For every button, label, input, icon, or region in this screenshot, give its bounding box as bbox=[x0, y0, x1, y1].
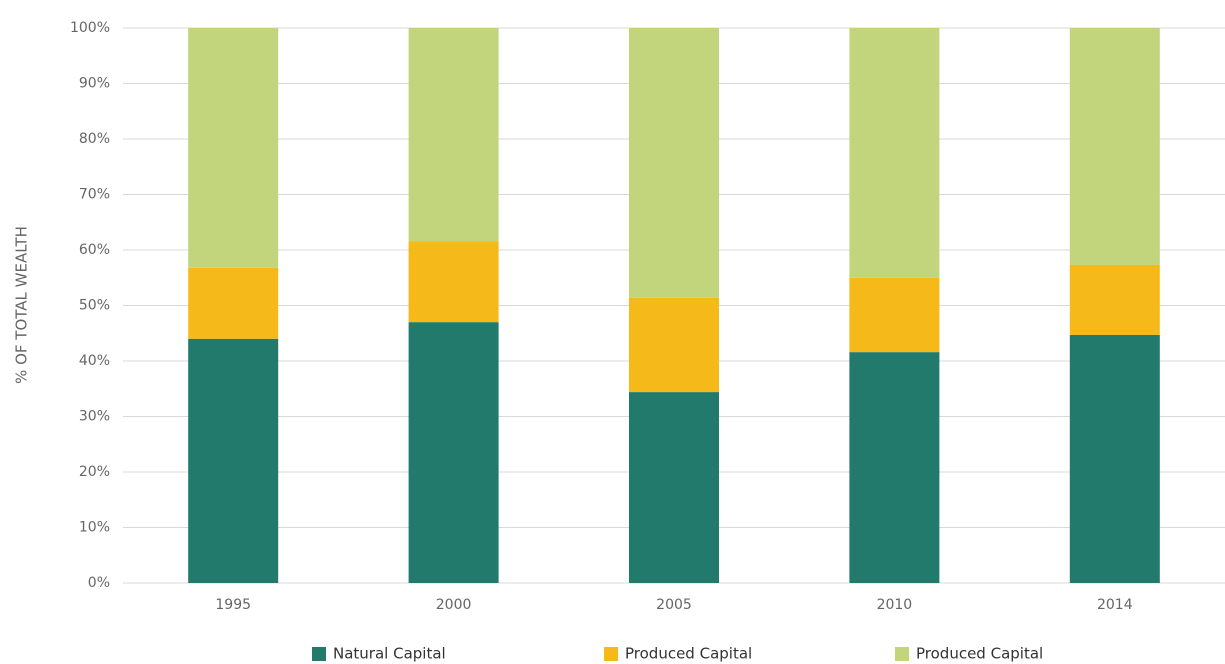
y-tick-label: 70% bbox=[79, 187, 110, 203]
legend-label: Produced Capital bbox=[916, 645, 1043, 663]
y-tick-label: 10% bbox=[79, 520, 110, 536]
bar-segment bbox=[849, 28, 940, 278]
legend-label: Produced Capital bbox=[625, 645, 752, 663]
bar-segment bbox=[408, 241, 499, 323]
x-tick-label: 2010 bbox=[877, 597, 913, 613]
legend-swatch bbox=[312, 647, 326, 661]
x-tick-label: 2000 bbox=[436, 597, 472, 613]
legend-swatch bbox=[895, 647, 909, 661]
bar-segment bbox=[629, 28, 719, 298]
x-tick-label: 2014 bbox=[1097, 597, 1133, 613]
y-axis-title: % OF TOTAL WEALTH bbox=[13, 226, 31, 384]
bar-segment bbox=[849, 352, 940, 583]
y-tick-label: 90% bbox=[79, 76, 110, 92]
y-tick-label: 20% bbox=[79, 464, 110, 480]
bar-segment bbox=[408, 322, 499, 583]
y-tick-label: 60% bbox=[79, 242, 110, 258]
x-tick-label: 1995 bbox=[215, 597, 251, 613]
legend-swatch bbox=[604, 647, 618, 661]
y-tick-label: 50% bbox=[79, 298, 110, 314]
bar-segment bbox=[629, 392, 719, 583]
bar-segment bbox=[849, 277, 940, 353]
y-tick-label: 80% bbox=[79, 131, 110, 147]
bar-segment bbox=[1069, 334, 1160, 583]
legend-label: Natural Capital bbox=[333, 645, 446, 663]
y-tick-label: 40% bbox=[79, 353, 110, 369]
x-tick-label: 2005 bbox=[656, 597, 692, 613]
bar-segment bbox=[408, 28, 499, 242]
bar-segment bbox=[188, 338, 279, 583]
bar-segment bbox=[1069, 28, 1160, 265]
bar-segment bbox=[1069, 264, 1160, 335]
y-tick-label: 100% bbox=[70, 20, 110, 36]
y-tick-label: 0% bbox=[88, 575, 110, 591]
bar-segment bbox=[188, 267, 279, 339]
bar-segment bbox=[629, 297, 719, 393]
y-tick-label: 30% bbox=[79, 409, 110, 425]
bar-segment bbox=[188, 28, 279, 268]
